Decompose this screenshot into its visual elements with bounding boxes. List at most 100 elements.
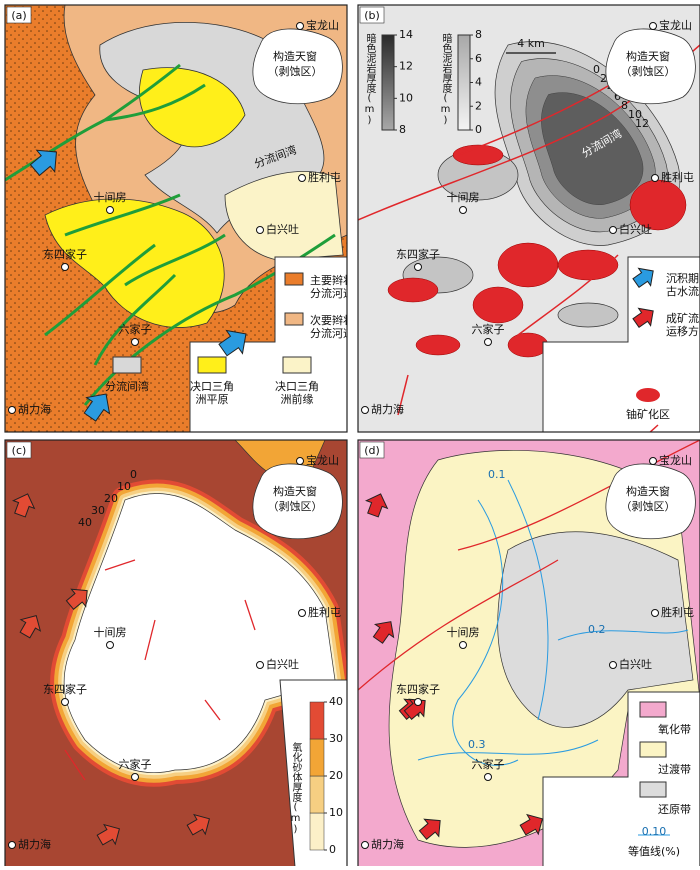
- colorbar-segment: [309, 701, 325, 740]
- place-label: 宝龙山: [659, 453, 692, 467]
- legend-swatch: [284, 272, 304, 286]
- outside-area: [189, 256, 347, 432]
- contour-label: 12: [635, 117, 649, 130]
- place-label: 东四家子: [396, 682, 440, 696]
- flow-arrow: [29, 149, 57, 177]
- outside-area: [542, 691, 700, 867]
- window-label: （剥蚀区）: [268, 499, 323, 513]
- colorbar-title: 暗色泥岩厚度(m): [440, 32, 452, 126]
- legend-label: 运移方向: [666, 324, 700, 338]
- colorbar-tick-label: 30: [329, 732, 343, 745]
- place-label: 白兴吐: [266, 222, 299, 236]
- uranium-zone: [472, 286, 524, 324]
- legend-label: 铀矿化区: [626, 407, 670, 421]
- place-marker: [361, 841, 369, 849]
- place-label: 东四家子: [396, 247, 440, 261]
- zero-thickness: [63, 493, 336, 774]
- fault: [397, 374, 409, 416]
- uranium-zone: [387, 277, 439, 303]
- map-panel: 010203040氧化砂体厚度(m)010203040构造天窗（剥蚀区）宝龙山胜…: [4, 439, 348, 868]
- river-channel: [44, 243, 156, 337]
- legend-swatch: [197, 356, 227, 374]
- window-label: 构造天窗: [626, 49, 670, 63]
- place-label: 胜利屯: [661, 605, 694, 619]
- window-label: 构造天窗: [626, 484, 670, 498]
- contour-label: 0.2: [588, 623, 606, 636]
- colorbar: [381, 34, 395, 131]
- place-marker: [106, 206, 114, 214]
- erosion-window: [252, 28, 343, 105]
- map-body: 010203040氧化砂体厚度(m)010203040构造天窗（剥蚀区）宝龙山胜…: [5, 440, 347, 867]
- place-marker: [609, 226, 617, 234]
- place-marker: [106, 641, 114, 649]
- fault: [204, 699, 221, 721]
- colorbar-segment: [309, 738, 325, 777]
- scale-label: 4 km: [517, 37, 545, 50]
- contour-label: 40: [78, 516, 92, 529]
- label-box: [6, 6, 32, 24]
- legend-label: 过渡带: [658, 762, 691, 776]
- flow-arrow: [519, 813, 544, 836]
- flow-arrow: [96, 823, 121, 846]
- contour-label: 0.1: [488, 468, 506, 481]
- colorbar-tick-label: 4: [475, 76, 482, 89]
- fault: [144, 619, 156, 661]
- flow-arrow: [372, 621, 395, 644]
- flow-arrow: [65, 588, 88, 610]
- erosion-window: [252, 463, 343, 540]
- place-label: 胡力海: [18, 837, 51, 851]
- place-marker: [609, 661, 617, 669]
- colorbar-tick-label: 6: [475, 52, 482, 65]
- place-marker: [414, 263, 422, 271]
- uranium-zone: [497, 242, 559, 288]
- colorbar-title: 暗色泥岩厚度(m): [364, 32, 376, 126]
- place-marker: [361, 406, 369, 414]
- contour-label: 2: [600, 72, 607, 85]
- place-label: 十间房: [447, 190, 480, 204]
- legend-swatch: [636, 388, 660, 402]
- contour-label: 8: [621, 99, 628, 112]
- legend-label: 洲平原: [196, 393, 229, 406]
- place-marker: [8, 841, 16, 849]
- place-label: 十间房: [447, 625, 480, 639]
- legend-label: 分流河道: [310, 286, 354, 300]
- place-label: 宝龙山: [306, 453, 339, 467]
- flow-arrow: [186, 813, 211, 836]
- contour-label: 0: [593, 63, 600, 76]
- legend-swatch: [649, 424, 659, 432]
- place-label: 十间房: [94, 190, 127, 204]
- fault: [517, 254, 619, 336]
- erosion-window: [605, 28, 696, 105]
- panel-frame: [4, 4, 348, 433]
- place-label: 胡力海: [18, 402, 51, 416]
- legend-label: 沉积期: [666, 272, 699, 285]
- panel-label: (c): [12, 444, 27, 457]
- river-channel: [104, 83, 206, 122]
- fault: [358, 559, 559, 691]
- river-channel: [124, 233, 226, 287]
- flow-arrow: [218, 329, 247, 357]
- legend-label: 0.10: [642, 825, 667, 838]
- place-label: 胡力海: [371, 837, 404, 851]
- legend-label: 还原带: [658, 803, 691, 816]
- flow-arrow: [632, 307, 654, 328]
- legend-label: 分流间湾: [105, 379, 149, 393]
- legend-swatch: [112, 356, 142, 374]
- window-label: （剥蚀区）: [268, 64, 323, 78]
- fault: [64, 749, 86, 781]
- colorbar-tick-label: 0: [475, 123, 482, 136]
- place-label: 东四家子: [43, 247, 87, 261]
- uranium-zone: [415, 334, 461, 356]
- place-marker: [459, 206, 467, 214]
- erosion-window: [605, 463, 696, 540]
- isoline: [507, 479, 549, 721]
- place-marker: [61, 263, 69, 271]
- colorbar-segment: [309, 812, 325, 851]
- label-box: [6, 441, 32, 459]
- legend-label: 洲前缘: [281, 392, 314, 406]
- contour-label: 0: [130, 468, 137, 481]
- place-label: 六家子: [472, 757, 505, 771]
